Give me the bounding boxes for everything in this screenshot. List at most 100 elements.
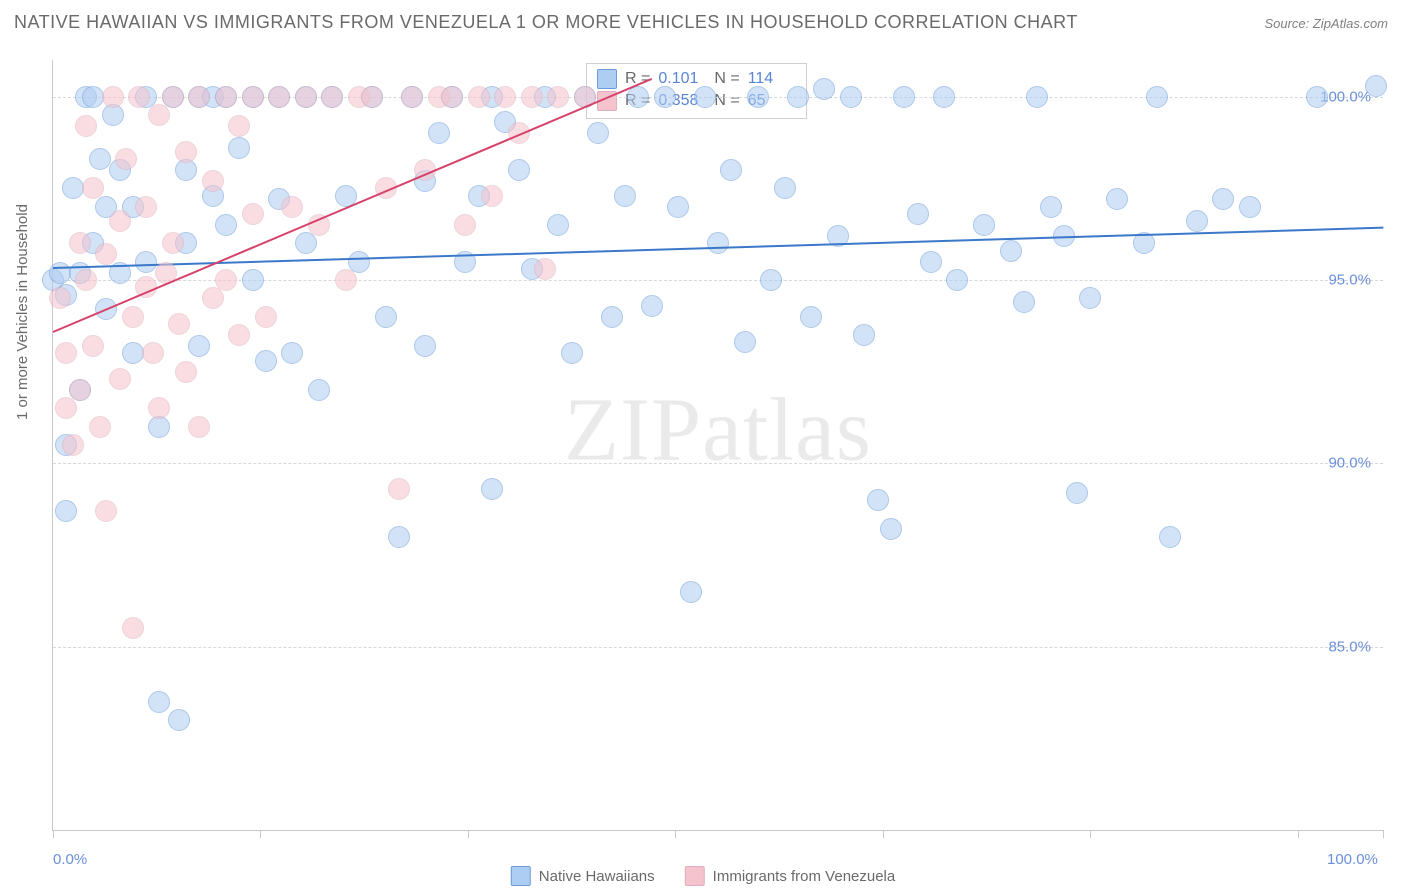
data-point xyxy=(215,86,237,108)
y-axis-label: 1 or more Vehicles in Household xyxy=(14,204,31,420)
data-point xyxy=(168,313,190,335)
data-point xyxy=(228,115,250,137)
data-point xyxy=(973,214,995,236)
data-point xyxy=(867,489,889,511)
source-attribution: Source: ZipAtlas.com xyxy=(1264,16,1388,31)
data-point xyxy=(468,86,490,108)
x-tick xyxy=(468,830,469,838)
legend-swatch xyxy=(685,866,705,886)
data-point xyxy=(295,232,317,254)
data-point xyxy=(494,86,516,108)
data-point xyxy=(800,306,822,328)
data-point xyxy=(89,416,111,438)
data-point xyxy=(720,159,742,181)
data-point xyxy=(75,115,97,137)
legend-item: Immigrants from Venezuela xyxy=(685,866,896,886)
data-point xyxy=(388,526,410,548)
data-point xyxy=(1365,75,1387,97)
data-point xyxy=(933,86,955,108)
data-point xyxy=(680,581,702,603)
data-point xyxy=(641,295,663,317)
data-point xyxy=(281,342,303,364)
data-point xyxy=(295,86,317,108)
data-point xyxy=(188,416,210,438)
data-point xyxy=(481,478,503,500)
data-point xyxy=(561,342,583,364)
data-point xyxy=(853,324,875,346)
data-point xyxy=(188,86,210,108)
data-point xyxy=(946,269,968,291)
data-point xyxy=(55,342,77,364)
data-point xyxy=(135,251,157,273)
data-point xyxy=(1159,526,1181,548)
data-point xyxy=(1066,482,1088,504)
data-point xyxy=(1106,188,1128,210)
data-point xyxy=(242,86,264,108)
x-tick xyxy=(53,830,54,838)
data-point xyxy=(893,86,915,108)
data-point xyxy=(202,170,224,192)
x-tick xyxy=(1383,830,1384,838)
data-point xyxy=(148,691,170,713)
x-tick xyxy=(883,830,884,838)
data-point xyxy=(547,214,569,236)
data-point xyxy=(268,86,290,108)
data-point xyxy=(667,196,689,218)
data-point xyxy=(102,86,124,108)
data-point xyxy=(654,86,676,108)
data-point xyxy=(587,122,609,144)
data-point xyxy=(122,617,144,639)
data-point xyxy=(1306,86,1328,108)
data-point xyxy=(82,335,104,357)
data-point xyxy=(734,331,756,353)
x-tick xyxy=(1298,830,1299,838)
y-tick-label: 90.0% xyxy=(1328,455,1371,472)
data-point xyxy=(69,379,91,401)
legend-swatch xyxy=(511,866,531,886)
data-point xyxy=(128,86,150,108)
data-point xyxy=(69,232,91,254)
data-point xyxy=(707,232,729,254)
data-point xyxy=(188,335,210,357)
data-point xyxy=(122,342,144,364)
data-point xyxy=(375,306,397,328)
data-point xyxy=(95,243,117,265)
data-point xyxy=(321,86,343,108)
data-point xyxy=(82,177,104,199)
data-point xyxy=(508,159,530,181)
data-point xyxy=(760,269,782,291)
data-point xyxy=(255,306,277,328)
data-point xyxy=(388,478,410,500)
data-point xyxy=(175,141,197,163)
legend-label: Immigrants from Venezuela xyxy=(713,868,896,885)
x-tick-label: 0.0% xyxy=(53,851,87,868)
data-point xyxy=(547,86,569,108)
data-point xyxy=(1000,240,1022,262)
data-point xyxy=(148,397,170,419)
watermark: ZIPatlas xyxy=(564,378,872,481)
data-point xyxy=(1026,86,1048,108)
data-point xyxy=(428,122,450,144)
data-point xyxy=(840,86,862,108)
data-point xyxy=(215,269,237,291)
legend-item: Native Hawaiians xyxy=(511,866,655,886)
data-point xyxy=(75,269,97,291)
data-point xyxy=(614,185,636,207)
data-point xyxy=(1146,86,1168,108)
chart-title: NATIVE HAWAIIAN VS IMMIGRANTS FROM VENEZ… xyxy=(14,12,1078,33)
plot-area: ZIPatlas R =0.101N =114R =0.358N =65 85.… xyxy=(52,60,1383,831)
data-point xyxy=(787,86,809,108)
data-point xyxy=(335,269,357,291)
data-point xyxy=(774,177,796,199)
data-point xyxy=(1212,188,1234,210)
x-tick xyxy=(1090,830,1091,838)
data-point xyxy=(162,232,184,254)
data-point xyxy=(89,148,111,170)
data-point xyxy=(135,196,157,218)
data-point xyxy=(281,196,303,218)
data-point xyxy=(228,324,250,346)
data-point xyxy=(115,148,137,170)
data-point xyxy=(694,86,716,108)
y-tick-label: 85.0% xyxy=(1328,638,1371,655)
data-point xyxy=(148,104,170,126)
